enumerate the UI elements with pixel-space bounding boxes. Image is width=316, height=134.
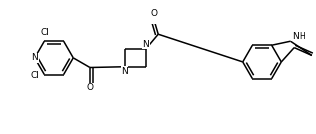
Text: N: N	[292, 32, 299, 41]
Text: O: O	[150, 9, 157, 18]
Text: Cl: Cl	[31, 71, 40, 80]
Text: N: N	[143, 40, 149, 49]
Text: N: N	[121, 67, 128, 76]
Text: N: N	[31, 53, 38, 62]
Text: H: H	[299, 32, 305, 41]
Text: O: O	[87, 83, 94, 92]
Text: Cl: Cl	[41, 27, 50, 37]
